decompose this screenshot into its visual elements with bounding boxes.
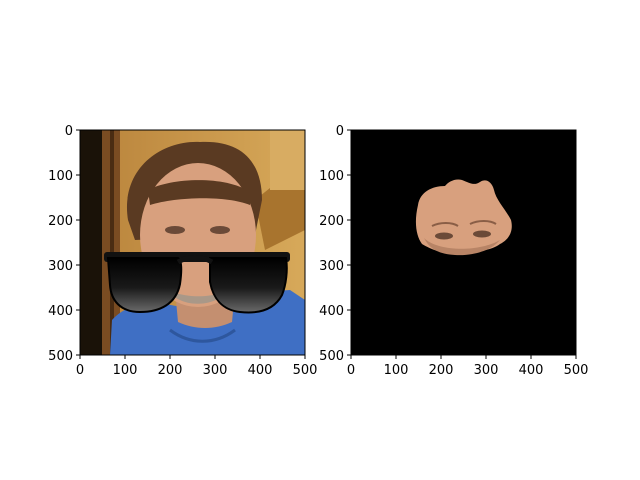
left-x-tick-label: 300 — [203, 363, 228, 378]
left-x-tick-label: 0 — [76, 363, 84, 378]
right-x-tick-label: 100 — [384, 363, 409, 378]
left-image — [80, 130, 305, 355]
right-y-tick-label: 0 — [336, 124, 344, 139]
left-y-tick-label: 500 — [48, 349, 73, 364]
left-y-tick-label: 0 — [65, 124, 73, 139]
left-x-tick-label: 500 — [293, 363, 318, 378]
right-panel: 0 100 200 300 400 500 0 100 200 300 400 500 — [319, 124, 588, 378]
left-y-tick-label: 300 — [48, 259, 73, 274]
left-y-ticks: 0 100 200 300 400 500 — [48, 124, 80, 364]
right-y-tick-label: 200 — [319, 214, 344, 229]
right-y-tick-label: 400 — [319, 304, 344, 319]
sunglasses-icon — [104, 252, 290, 314]
right-y-ticks: 0 100 200 300 400 500 — [319, 124, 351, 364]
left-y-tick-label: 100 — [48, 169, 73, 184]
left-y-tick-label: 400 — [48, 304, 73, 319]
left-x-tick-label: 200 — [158, 363, 183, 378]
right-y-tick-label: 100 — [319, 169, 344, 184]
right-x-tick-label: 400 — [519, 363, 544, 378]
left-panel: 0 100 200 300 400 500 0 100 200 300 400 500 — [48, 124, 317, 378]
right-x-tick-label: 0 — [347, 363, 355, 378]
right-x-tick-label: 200 — [429, 363, 454, 378]
left-axes-frame — [79, 129, 306, 356]
right-x-tick-label: 500 — [564, 363, 589, 378]
right-x-ticks: 0 100 200 300 400 500 — [347, 355, 589, 378]
left-x-ticks: 0 100 200 300 400 500 — [76, 355, 318, 378]
right-image — [351, 130, 576, 355]
left-x-tick-label: 100 — [113, 363, 138, 378]
right-y-tick-label: 300 — [319, 259, 344, 274]
left-y-tick-label: 200 — [48, 214, 73, 229]
right-y-tick-label: 500 — [319, 349, 344, 364]
left-x-tick-label: 400 — [248, 363, 273, 378]
right-x-tick-label: 300 — [474, 363, 499, 378]
right-axes-frame — [350, 129, 577, 356]
